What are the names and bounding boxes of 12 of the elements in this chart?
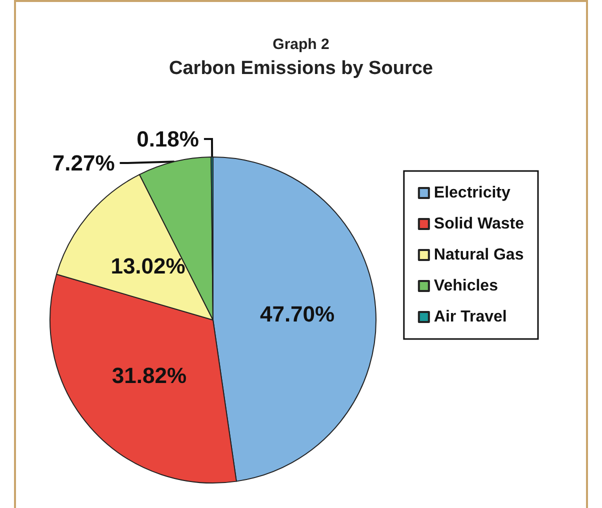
legend-label: Vehicles [434,278,498,294]
chart-subtitle: Graph 2 [272,36,330,53]
legend-label: Solid Waste [434,216,524,232]
legend-label: Natural Gas [434,246,524,264]
chart-title: Carbon Emissions by Source [169,58,433,79]
data-label: 0.18% [136,126,199,152]
legend-label: Air Travel [434,308,507,326]
legend-label: Electricity [434,184,510,202]
data-label: 31.82% [112,362,187,388]
data-label: 7.27% [52,150,115,176]
data-label: 47.70% [260,301,335,326]
data-label: 13.02% [110,253,186,278]
